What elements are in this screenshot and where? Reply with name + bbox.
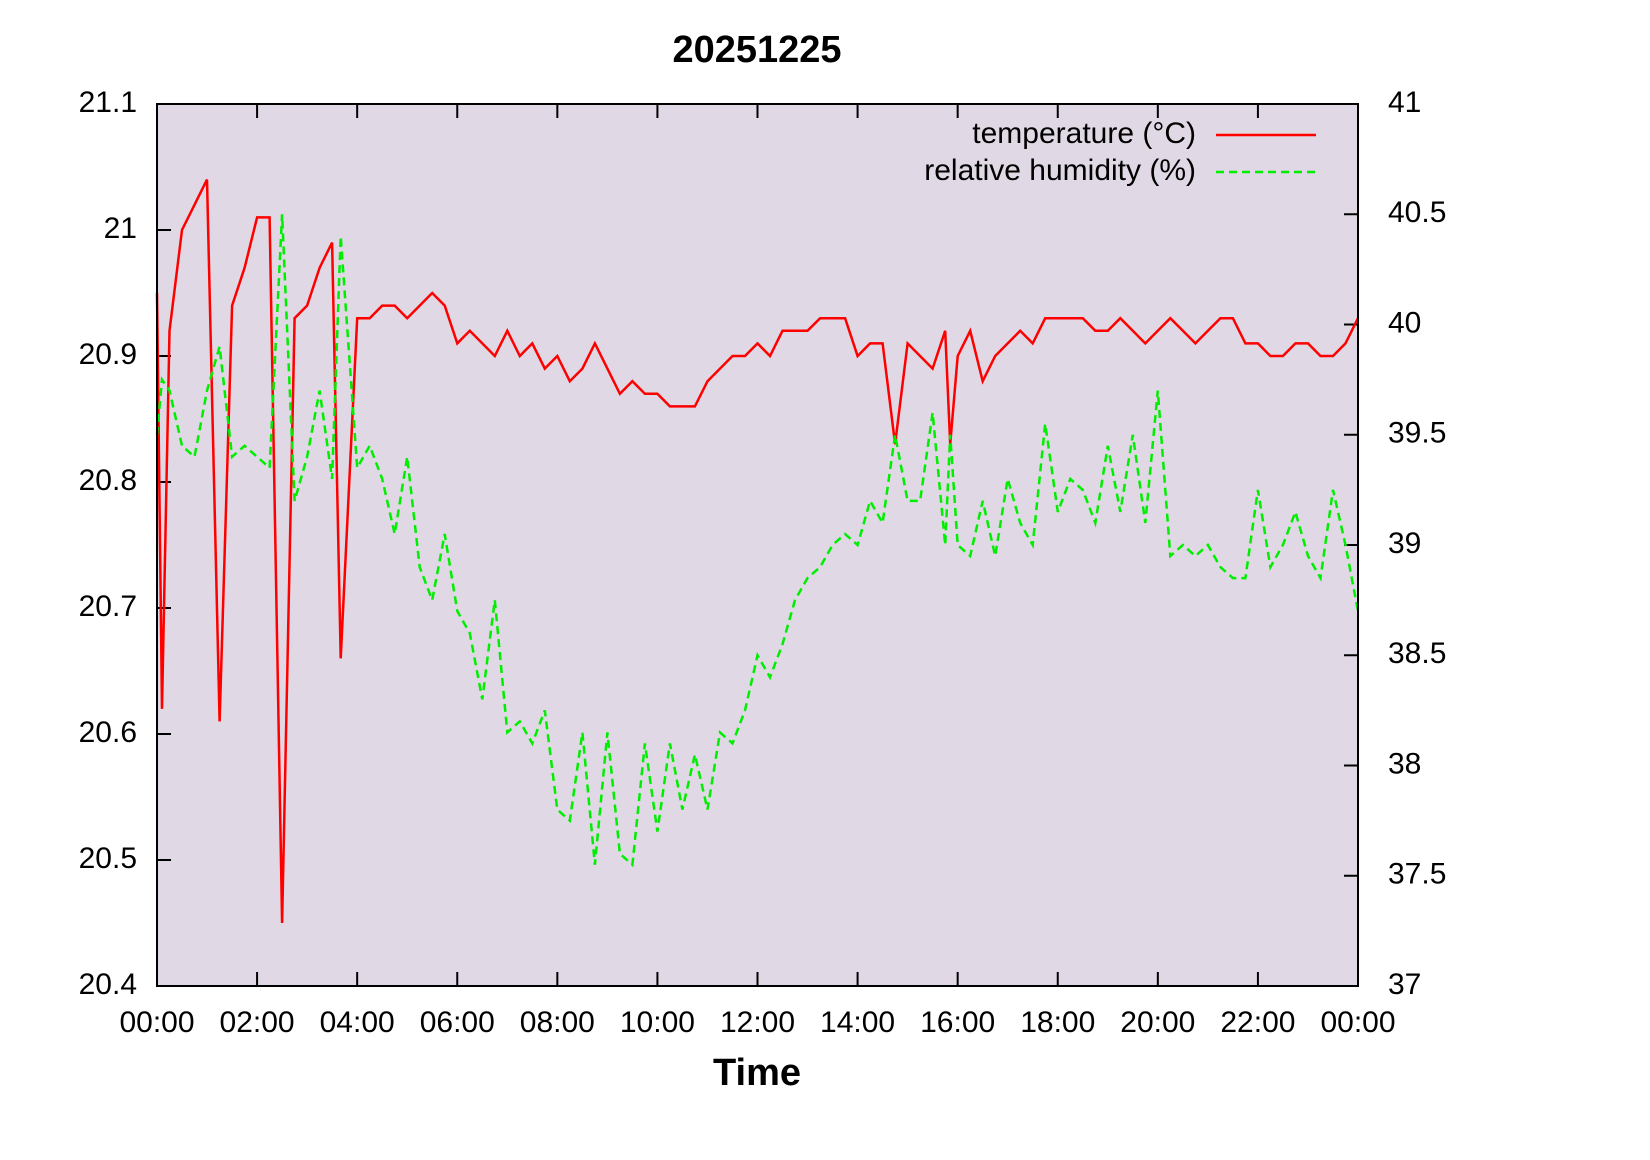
x-tick-label: 10:00 <box>620 1006 695 1039</box>
y2-tick-label: 41 <box>1388 86 1421 119</box>
x-tick-label: 04:00 <box>320 1006 395 1039</box>
y-tick-label: 20.8 <box>79 464 137 497</box>
x-tick-label: 12:00 <box>720 1006 795 1039</box>
x-tick-label: 02:00 <box>220 1006 295 1039</box>
y-tick-label: 20.4 <box>79 968 137 1001</box>
y-tick-label: 20.5 <box>79 842 137 875</box>
y-tick-label: 20.7 <box>79 590 137 623</box>
data-line <box>155 179 1360 924</box>
x-axis-label: Time <box>713 1052 801 1094</box>
legend-label: relative humidity (%) <box>924 154 1196 187</box>
legend-label: temperature (°C) <box>972 117 1196 150</box>
y2-tick-label: 37 <box>1388 968 1421 1001</box>
x-tick-label: 20:00 <box>1120 1006 1195 1039</box>
x-tick-label: 14:00 <box>820 1006 895 1039</box>
plot-area <box>157 104 1358 986</box>
y-tick-label: 21.1 <box>79 86 137 119</box>
chart-title: 20251225 <box>672 29 841 71</box>
data-line <box>155 214 1360 868</box>
y2-tick-label: 39 <box>1388 527 1421 560</box>
y-tick-label: 21 <box>104 212 137 245</box>
y2-tick-label: 39.5 <box>1388 417 1446 450</box>
y2-tick-label: 38 <box>1388 747 1421 780</box>
plot-border <box>156 103 1359 987</box>
y2-tick-label: 40 <box>1388 306 1421 339</box>
x-tick-label: 06:00 <box>420 1006 495 1039</box>
x-tick-label: 22:00 <box>1220 1006 1295 1039</box>
x-tick-label: 18:00 <box>1020 1006 1095 1039</box>
y2-tick-label: 37.5 <box>1388 858 1446 891</box>
x-tick-label: 00:00 <box>119 1006 194 1039</box>
x-tick-label: 08:00 <box>520 1006 595 1039</box>
y-tick-label: 20.9 <box>79 338 137 371</box>
x-tick-label: 16:00 <box>920 1006 995 1039</box>
y2-tick-label: 38.5 <box>1388 637 1446 670</box>
y2-tick-label: 40.5 <box>1388 196 1446 229</box>
y-tick-label: 20.6 <box>79 716 137 749</box>
x-tick-label: 00:00 <box>1320 1006 1395 1039</box>
